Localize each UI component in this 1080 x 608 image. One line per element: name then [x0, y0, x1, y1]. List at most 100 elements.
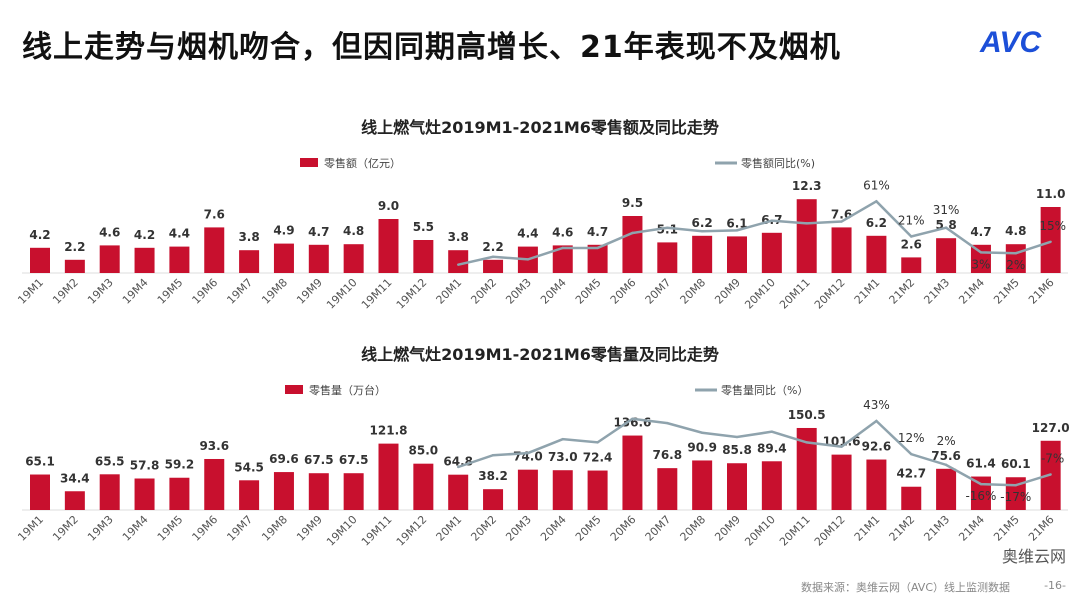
bar-value-label: 4.7 [587, 225, 608, 239]
bar-value-label: 89.4 [757, 441, 787, 455]
x-tick-label: 19M7 [224, 276, 255, 307]
bar-value-label: 3.8 [238, 230, 259, 244]
bar-value-label: 4.7 [970, 225, 991, 239]
x-tick-label: 19M2 [50, 513, 81, 544]
bar [483, 489, 504, 510]
bar [483, 259, 504, 273]
bar-value-label: 34.4 [60, 471, 90, 485]
line-value-label: -7% [1041, 451, 1064, 465]
line-point [457, 465, 460, 469]
line-point [526, 451, 530, 455]
bar [273, 472, 294, 510]
bar [727, 463, 747, 510]
bar [273, 243, 294, 273]
x-tick-label: 20M9 [712, 513, 743, 544]
x-tick-label: 19M5 [155, 276, 186, 307]
line-point [561, 437, 564, 441]
x-tick-label: 21M5 [991, 276, 1022, 307]
bar-value-label: 4.2 [29, 228, 50, 242]
line-point [735, 435, 739, 439]
x-tick-label: 20M6 [608, 513, 639, 544]
x-tick-label: 20M4 [538, 513, 569, 544]
page-number: -16- [1044, 579, 1066, 592]
line-point [666, 421, 669, 425]
x-tick-label: 21M2 [887, 276, 918, 307]
x-tick-label: 20M3 [503, 276, 534, 307]
bar-value-label: 60.1 [1001, 457, 1031, 471]
yoy-line [457, 199, 1052, 266]
line-value-label: 61% [863, 178, 890, 192]
bar-value-label: 67.5 [304, 453, 334, 467]
bar-value-label: 92.6 [862, 440, 892, 454]
x-tick-label: 20M2 [468, 276, 499, 307]
x-tick-label: 20M10 [742, 276, 778, 312]
line-point [805, 222, 808, 225]
line-point [596, 441, 599, 444]
bar [308, 244, 329, 273]
x-tick-label: 19M11 [359, 513, 395, 549]
bar [413, 463, 434, 510]
bar-value-label: 59.2 [165, 458, 195, 472]
x-tick-label: 19M2 [50, 276, 81, 307]
bar-value-label: 4.7 [308, 225, 329, 239]
line-point [840, 220, 843, 223]
line-point [700, 431, 704, 434]
bar-value-label: 150.5 [788, 408, 826, 422]
bar [692, 460, 713, 510]
x-tick-label: 19M4 [120, 276, 151, 307]
bar-value-label: 57.8 [130, 458, 160, 472]
x-tick-label: 19M4 [120, 513, 151, 544]
x-tick-label: 20M4 [538, 276, 569, 307]
x-tick-label: 21M3 [921, 513, 952, 544]
bar-value-label: 69.6 [269, 452, 299, 466]
x-tick-label: 19M8 [259, 276, 290, 307]
wechat-watermark: 奥维云网 [1001, 547, 1066, 566]
x-tick-label: 20M1 [434, 276, 465, 307]
bar [831, 227, 852, 273]
bar [169, 477, 190, 510]
x-tick-label: 20M2 [468, 513, 499, 544]
x-tick-label: 19M5 [155, 513, 186, 544]
bar [134, 247, 155, 273]
bar-value-label: 2.6 [901, 237, 922, 251]
bar-value-label: 72.4 [583, 451, 613, 465]
bar [622, 435, 643, 510]
legend-line-label: 零售量同比（%） [721, 383, 808, 397]
line-point [491, 454, 495, 457]
line-point [491, 255, 495, 258]
bar-value-label: 7.6 [831, 207, 852, 221]
bar-value-label: 6.2 [866, 216, 887, 230]
x-tick-label: 20M11 [777, 276, 813, 312]
line-point [526, 258, 530, 261]
bar-value-label: 7.6 [204, 207, 225, 221]
bar-value-label: 12.3 [792, 179, 822, 193]
chart-title: 线上燃气灶2019M1-2021M6零售量及同比走势 [361, 345, 719, 364]
x-tick-label: 20M11 [777, 513, 813, 549]
line-point [875, 200, 878, 203]
line-point [770, 219, 774, 222]
bar-value-label: 76.8 [652, 448, 682, 462]
line-point [631, 231, 634, 235]
bar-value-label: 11.0 [1036, 187, 1066, 201]
data-source: 数据来源：奥维云网（AVC）线上监测数据 [800, 581, 1010, 594]
x-tick-label: 20M1 [434, 513, 465, 544]
x-tick-label: 19M12 [394, 276, 430, 312]
bar-value-label: 5.5 [413, 220, 434, 234]
x-tick-label: 20M12 [812, 513, 848, 549]
bar [378, 443, 399, 510]
bar [448, 474, 469, 510]
bar [1040, 207, 1061, 273]
bar-value-label: 93.6 [199, 439, 229, 453]
x-tick-label: 19M1 [15, 513, 46, 544]
line-value-label: -17% [1000, 490, 1031, 504]
x-tick-label: 19M9 [294, 513, 325, 544]
bar-value-label: 4.6 [99, 225, 120, 239]
bar-value-label: 54.5 [234, 460, 264, 474]
x-tick-label: 19M8 [259, 513, 290, 544]
bar [517, 469, 538, 510]
bar-value-label: 2.2 [482, 240, 503, 254]
legend-bar-swatch [300, 158, 318, 167]
chart-title: 线上燃气灶2019M1-2021M6零售额及同比走势 [361, 118, 719, 137]
x-tick-label: 19M6 [190, 276, 221, 307]
